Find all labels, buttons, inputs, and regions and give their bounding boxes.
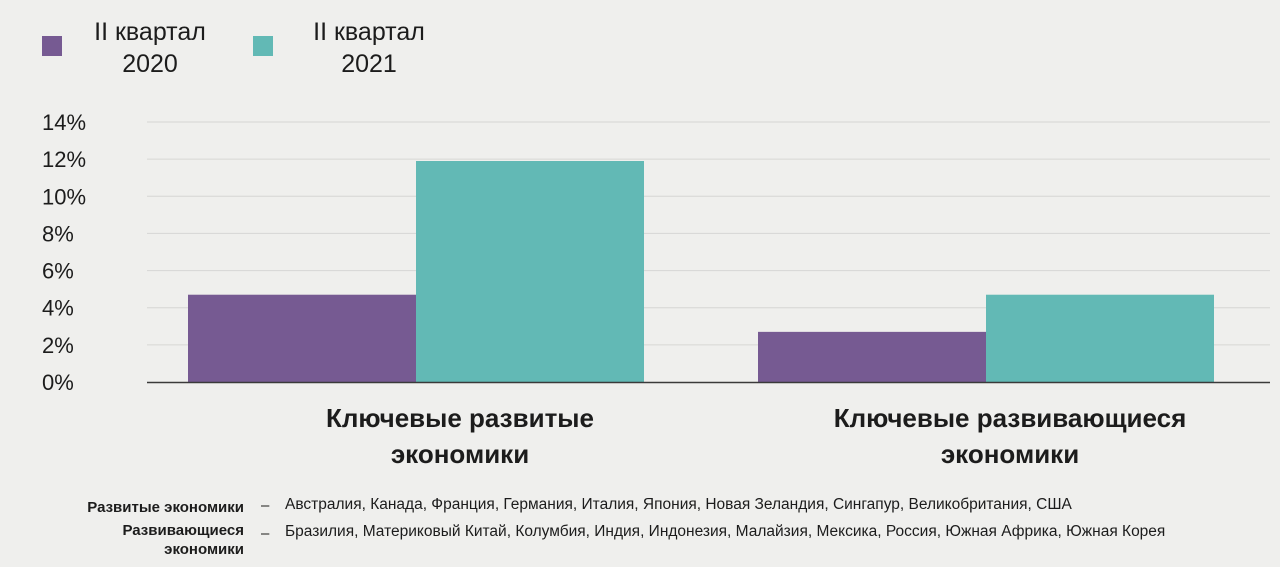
note-text-developed: Австралия, Канада, Франция, Германия, Ит…	[285, 496, 1072, 513]
legend-label-2020: II квартал 2020	[94, 18, 206, 78]
legend-label-2021: II квартал 2021	[313, 18, 425, 78]
legend-swatch-2020	[42, 36, 62, 56]
note-text-developing: Бразилия, Материковый Китай, Колумбия, И…	[285, 523, 1166, 540]
bar-series-0-category-0	[188, 294, 416, 382]
y-tick-label: 0%	[42, 370, 74, 390]
y-tick-label: 2%	[42, 333, 74, 358]
note-label-developed: Развитые экономики	[87, 499, 244, 516]
bar-chart: 0% 2% 4% 6% 8% 10% 12% 14%	[42, 110, 1270, 390]
note-dash-developing: –	[261, 525, 270, 542]
y-tick-label: 14%	[42, 110, 86, 135]
note-label-developing: Развивающиеся экономики	[122, 522, 244, 558]
legend-swatch-2021	[253, 36, 273, 56]
y-tick-label: 6%	[42, 259, 74, 284]
y-tick-label: 12%	[42, 147, 86, 172]
bar-series-0-category-1	[758, 331, 986, 382]
note-dash-developed: –	[261, 497, 270, 514]
footnotes: Развитые экономики – Австралия, Канада, …	[0, 490, 1280, 567]
y-tick-label: 8%	[42, 221, 74, 246]
y-tick-label: 4%	[42, 296, 74, 321]
bar-series-1-category-0	[416, 161, 644, 382]
y-tick-label: 10%	[42, 184, 86, 209]
legend: II квартал 2020 II квартал 2021	[0, 0, 600, 90]
category-label-developing: Ключевые развивающиеся экономики	[833, 403, 1187, 469]
bar-series-1-category-1	[986, 294, 1214, 382]
category-label-developed: Ключевые развитые экономики	[326, 403, 594, 469]
